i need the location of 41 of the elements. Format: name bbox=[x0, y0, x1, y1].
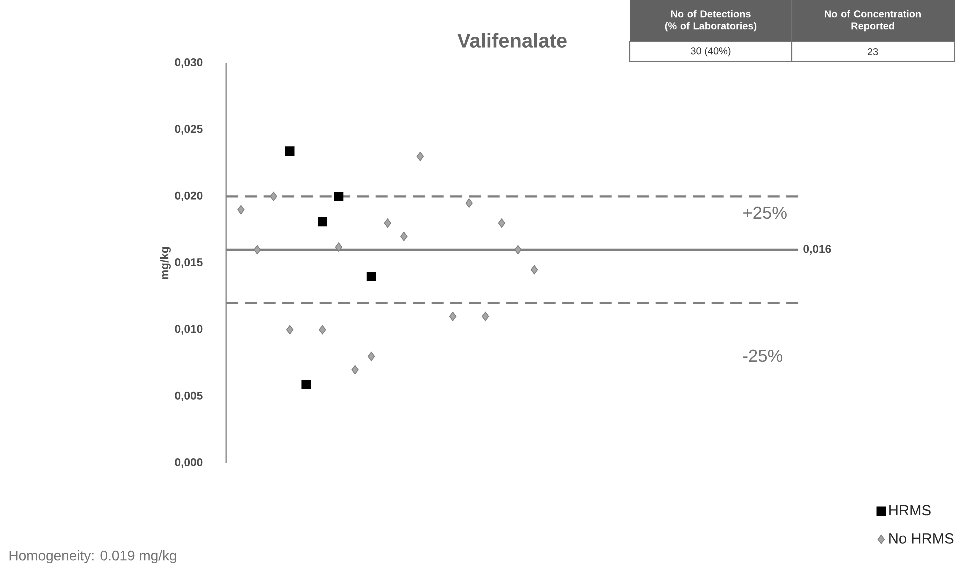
y-tick-label: 0,030 bbox=[175, 58, 203, 68]
point bbox=[416, 152, 424, 162]
y-tick-label: 0,010 bbox=[175, 325, 203, 335]
point bbox=[498, 218, 506, 228]
point bbox=[334, 192, 344, 202]
point bbox=[285, 146, 295, 156]
point bbox=[482, 312, 490, 322]
point bbox=[368, 352, 376, 362]
ref-line-label: 0,016 bbox=[804, 245, 832, 255]
annotation: -25% bbox=[743, 350, 783, 362]
text: Homogeneity: 0.019 mg/kg bbox=[10, 550, 176, 564]
point bbox=[400, 232, 408, 242]
y-tick-label: 0,025 bbox=[175, 125, 203, 135]
annotation: +25% bbox=[744, 206, 787, 220]
y-tick-label: 0,015 bbox=[175, 258, 203, 268]
point bbox=[335, 242, 343, 252]
point bbox=[366, 272, 376, 282]
text: 30 (40%) bbox=[691, 47, 731, 57]
point bbox=[530, 265, 538, 275]
point bbox=[254, 245, 262, 255]
point bbox=[270, 192, 278, 202]
point bbox=[302, 380, 312, 390]
point bbox=[318, 217, 328, 227]
y-tick-label: 0,005 bbox=[175, 392, 203, 402]
point bbox=[352, 365, 359, 375]
point bbox=[238, 205, 245, 215]
legend-label: No HRMS bbox=[890, 534, 954, 544]
point bbox=[319, 325, 326, 335]
point bbox=[286, 325, 294, 335]
point bbox=[514, 245, 522, 255]
text: No of Concentration Reported bbox=[825, 10, 921, 32]
chart-title: Valifenalate bbox=[458, 33, 567, 48]
y-axis-title: mg/kg bbox=[160, 247, 171, 280]
text: No of Detections (% of Laboratories) bbox=[665, 10, 757, 32]
y-tick-label: 0,000 bbox=[175, 458, 203, 468]
point bbox=[466, 198, 473, 208]
y-tick-label: 0,020 bbox=[175, 192, 203, 202]
point bbox=[449, 312, 457, 322]
point bbox=[384, 218, 392, 228]
text: 23 bbox=[868, 48, 878, 56]
legend-label: HRMS bbox=[890, 505, 931, 516]
